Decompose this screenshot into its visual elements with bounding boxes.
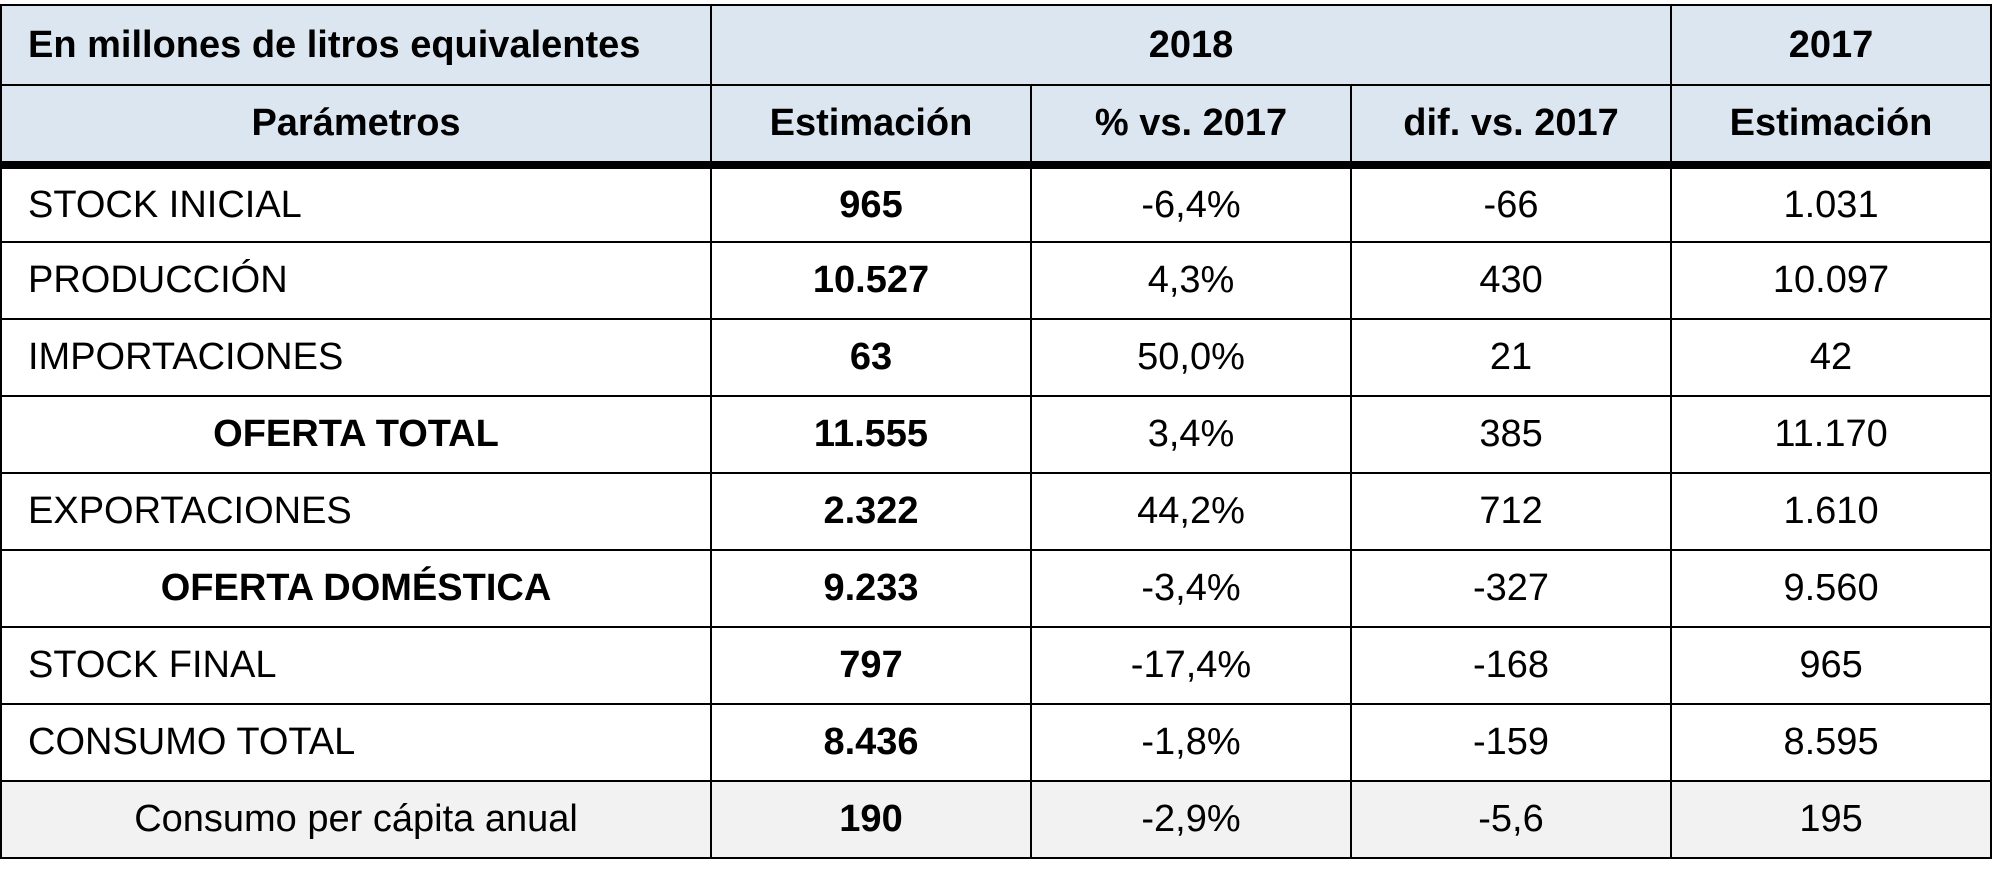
diff-vs-2017-cell: -159 — [1349, 703, 1673, 782]
row-label: PRODUCCIÓN — [0, 241, 712, 320]
pct-vs-2017-cell: -2,9% — [1030, 780, 1352, 859]
table-row-per-capita: Consumo per cápita anual 190 -2,9% -5,6 … — [0, 780, 1993, 859]
estimate-2018-cell: 9.233 — [710, 549, 1032, 628]
pct-vs-2017-cell: -3,4% — [1030, 549, 1352, 628]
diff-vs-2017-header: dif. vs. 2017 — [1349, 84, 1673, 169]
estimate-2017-cell: 1.031 — [1670, 164, 1993, 243]
diff-vs-2017-cell: -168 — [1349, 626, 1673, 705]
pct-vs-2017-cell: 3,4% — [1030, 395, 1352, 474]
year-2017-header: 2017 — [1670, 4, 1993, 86]
row-label: STOCK FINAL — [0, 626, 712, 705]
estimate-2017-cell: 965 — [1670, 626, 1993, 705]
table-row: IMPORTACIONES 63 50,0% 21 42 — [0, 318, 1993, 397]
pct-vs-2017-cell: -1,8% — [1030, 703, 1352, 782]
pct-vs-2017-cell: 50,0% — [1030, 318, 1352, 397]
estimate-2018-cell: 2.322 — [710, 472, 1032, 551]
estimate-2017-header: Estimación — [1670, 84, 1993, 169]
diff-vs-2017-cell: 385 — [1349, 395, 1673, 474]
header-row-years: En millones de litros equivalentes 2018 … — [0, 4, 1993, 86]
estimate-2017-cell: 10.097 — [1670, 241, 1993, 320]
table-row: STOCK INICIAL 965 -6,4% -66 1.031 — [0, 164, 1993, 243]
pct-vs-2017-cell: -17,4% — [1030, 626, 1352, 705]
header-row-columns: Parámetros Estimación % vs. 2017 dif. vs… — [0, 84, 1993, 169]
year-2018-header: 2018 — [709, 4, 1673, 86]
estimate-2017-cell: 8.595 — [1670, 703, 1993, 782]
diff-vs-2017-cell: 430 — [1349, 241, 1673, 320]
estimate-2018-header: Estimación — [710, 84, 1032, 169]
estimate-2017-cell: 11.170 — [1670, 395, 1993, 474]
estimate-2018-cell: 63 — [710, 318, 1032, 397]
row-label: OFERTA TOTAL — [0, 395, 712, 474]
diff-vs-2017-cell: -327 — [1349, 549, 1673, 628]
estimate-2018-cell: 10.527 — [710, 241, 1032, 320]
pct-vs-2017-cell: -6,4% — [1030, 164, 1352, 243]
estimate-2018-cell: 190 — [710, 780, 1032, 859]
table-row: PRODUCCIÓN 10.527 4,3% 430 10.097 — [0, 241, 1993, 320]
table-row: CONSUMO TOTAL 8.436 -1,8% -159 8.595 — [0, 703, 1993, 782]
row-label: Consumo per cápita anual — [0, 780, 712, 859]
row-label: OFERTA DOMÉSTICA — [0, 549, 712, 628]
row-label: STOCK INICIAL — [0, 164, 712, 243]
diff-vs-2017-cell: -5,6 — [1349, 780, 1673, 859]
balance-table-container: En millones de litros equivalentes 2018 … — [0, 4, 1993, 859]
table-row-total: OFERTA DOMÉSTICA 9.233 -3,4% -327 9.560 — [0, 549, 1993, 628]
diff-vs-2017-cell: -66 — [1349, 164, 1673, 243]
pct-vs-2017-cell: 44,2% — [1030, 472, 1352, 551]
estimate-2018-cell: 797 — [710, 626, 1032, 705]
estimate-2018-cell: 11.555 — [710, 395, 1032, 474]
estimate-2017-cell: 42 — [1670, 318, 1993, 397]
estimate-2017-cell: 195 — [1670, 780, 1993, 859]
row-label: IMPORTACIONES — [0, 318, 712, 397]
table-body: STOCK INICIAL 965 -6,4% -66 1.031 PRODUC… — [0, 164, 1993, 859]
row-label: CONSUMO TOTAL — [0, 703, 712, 782]
params-header: Parámetros — [0, 84, 712, 169]
estimate-2017-cell: 9.560 — [1670, 549, 1993, 628]
diff-vs-2017-cell: 712 — [1349, 472, 1673, 551]
diff-vs-2017-cell: 21 — [1349, 318, 1673, 397]
estimate-2018-cell: 8.436 — [710, 703, 1032, 782]
table-row-total: OFERTA TOTAL 11.555 3,4% 385 11.170 — [0, 395, 1993, 474]
milk-balance-table: En millones de litros equivalentes 2018 … — [0, 4, 1993, 859]
row-label: EXPORTACIONES — [0, 472, 712, 551]
estimate-2017-cell: 1.610 — [1670, 472, 1993, 551]
pct-vs-2017-header: % vs. 2017 — [1030, 84, 1352, 169]
pct-vs-2017-cell: 4,3% — [1030, 241, 1352, 320]
table-row: EXPORTACIONES 2.322 44,2% 712 1.610 — [0, 472, 1993, 551]
estimate-2018-cell: 965 — [710, 164, 1032, 243]
table-row: STOCK FINAL 797 -17,4% -168 965 — [0, 626, 1993, 705]
unit-label-header: En millones de litros equivalentes — [0, 4, 712, 86]
